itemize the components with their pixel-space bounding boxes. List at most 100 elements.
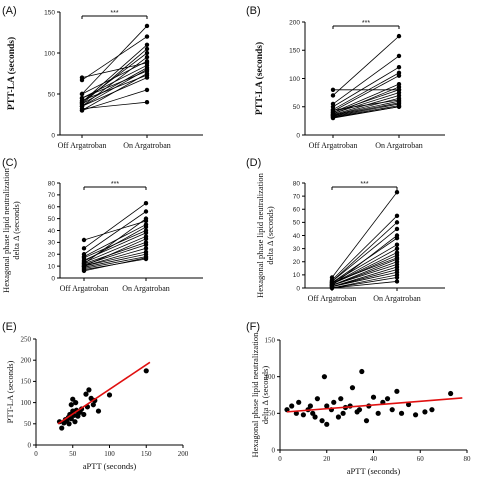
data-point-on <box>143 224 149 230</box>
scatter-point <box>324 421 330 427</box>
pair-line <box>331 191 398 278</box>
panel-label: (F) <box>246 321 260 333</box>
scatter-point <box>319 418 325 424</box>
y-tick-label: 50 <box>48 216 56 223</box>
pair-line <box>83 256 147 269</box>
data-point-on <box>394 255 400 261</box>
scatter-point <box>72 419 78 425</box>
data-point-on <box>144 100 150 105</box>
pair-line <box>331 215 398 281</box>
y-axis-label: PTT-LA (seconds) <box>254 42 265 115</box>
y-axis-label: PTT-LA (seconds) <box>5 360 15 423</box>
y-tick-label: 100 <box>289 76 300 83</box>
pair-line <box>83 251 147 267</box>
scatter-point <box>314 396 320 402</box>
scatter-point <box>296 399 302 405</box>
y-tick-label: 200 <box>289 19 300 26</box>
data-point-on <box>144 42 150 47</box>
pair-line <box>332 106 400 119</box>
scatter-point <box>448 390 454 397</box>
scatter-point <box>324 403 330 409</box>
data-point-on <box>144 67 150 72</box>
pair-line <box>331 228 398 282</box>
data-point-on <box>396 65 402 70</box>
x-category-label: Off Argatroban <box>60 284 109 293</box>
x-axis-label: aPTT (seconds) <box>83 461 137 471</box>
pair-line <box>331 261 398 286</box>
data-point-on <box>394 220 400 225</box>
pair-line <box>332 75 400 112</box>
pair-line <box>331 263 398 286</box>
pair-line <box>83 247 147 267</box>
x-tick-label: 200 <box>178 450 189 458</box>
scatter-point <box>335 414 342 420</box>
y-tick-label: 20 <box>48 252 56 259</box>
scatter-point <box>363 418 370 424</box>
scatter-point <box>143 368 149 374</box>
pair-line <box>81 48 148 105</box>
data-point-on <box>394 189 400 195</box>
data-point-on <box>394 279 400 284</box>
data-point-on <box>394 213 400 219</box>
pair-line <box>332 92 400 114</box>
y-tick-label: 50 <box>268 410 276 418</box>
data-point-off <box>79 77 85 83</box>
data-point-on <box>144 50 150 56</box>
y-tick-label: 0 <box>296 285 300 292</box>
data-point-on <box>143 242 149 247</box>
x-category-label: On Argatroban <box>373 294 421 303</box>
scatter-point <box>394 388 400 394</box>
scatter-point <box>384 396 391 402</box>
scatter-point <box>331 399 337 405</box>
pair-line <box>81 89 148 111</box>
pair-line <box>332 83 400 113</box>
scatter-point <box>83 391 89 397</box>
scatter-point <box>95 408 102 414</box>
pair-line <box>83 236 147 263</box>
y-tick-label: 50 <box>293 220 301 227</box>
y-tick-label: 30 <box>48 240 56 247</box>
scatter-point <box>412 412 419 418</box>
x-axis-label: aPTT (seconds) <box>347 466 401 476</box>
scatter-point <box>90 402 96 408</box>
y-tick-label: 150 <box>289 48 300 55</box>
y-tick-label: 150 <box>265 336 276 344</box>
pair-line <box>332 105 400 118</box>
y-axis-label: Hexagonal phase lipid neutralizationdelt… <box>255 172 275 298</box>
y-tick-label: 100 <box>44 50 55 57</box>
pair-line <box>332 97 400 116</box>
pair-line <box>81 44 148 103</box>
y-tick-label: 100 <box>265 373 276 381</box>
pair-line <box>332 72 400 110</box>
panel-2: (B) 0 50 100 150 200 PTT-LA (seconds) Off Argat… <box>246 5 445 150</box>
x-tick-label: 50 <box>69 450 77 458</box>
y-tick-label: 50 <box>48 91 56 98</box>
data-point-off <box>330 107 336 113</box>
y-tick-label: 150 <box>44 9 55 16</box>
y-axis-label: Hexagonal phase lipid neutralizationdelt… <box>1 167 21 293</box>
data-point-on <box>396 73 402 78</box>
x-category-label: On Argatroban <box>375 141 423 150</box>
data-point-off <box>79 91 85 97</box>
scatter-point <box>70 396 76 402</box>
data-point-off <box>81 246 87 251</box>
y-tick-label: 10 <box>293 272 301 279</box>
y-tick-label: 50 <box>293 104 301 111</box>
pair-line <box>332 103 400 117</box>
data-point-on <box>144 46 150 52</box>
data-point-on <box>143 209 149 214</box>
pair-line <box>332 102 400 117</box>
y-tick-label: 40 <box>48 228 56 235</box>
x-tick-label: 60 <box>417 455 425 463</box>
pair-line <box>332 100 400 116</box>
panel-5: (E) 0 50 100 150 200 250 PTT-LA (seconds) 0 50 100… <box>2 321 189 471</box>
y-tick-label: 10 <box>48 263 56 270</box>
scatter-point <box>59 425 65 431</box>
y-tick-label: 0 <box>296 132 300 139</box>
y-tick-label: 70 <box>293 193 301 200</box>
scatter-point <box>370 394 377 400</box>
data-point-on <box>396 97 402 103</box>
y-tick-label: 40 <box>293 233 301 240</box>
pair-line <box>83 220 147 241</box>
